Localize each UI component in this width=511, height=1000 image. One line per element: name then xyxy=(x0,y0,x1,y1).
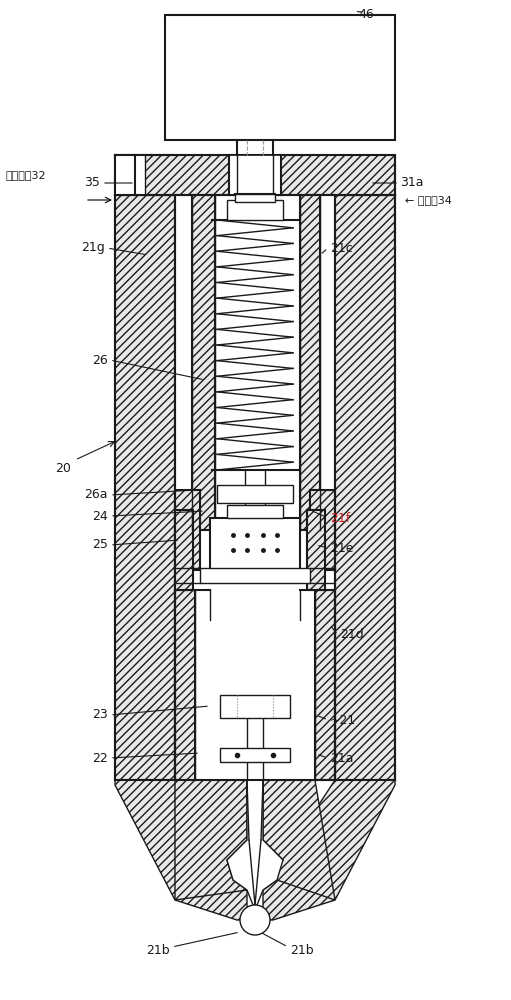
Text: 21f: 21f xyxy=(330,512,350,524)
Bar xyxy=(229,155,281,195)
Text: ~21: ~21 xyxy=(330,714,356,726)
Bar xyxy=(175,590,195,780)
Bar xyxy=(307,510,325,590)
Text: 向燃料罐32: 向燃料罐32 xyxy=(5,170,45,180)
Bar xyxy=(310,490,335,570)
Text: 21g: 21g xyxy=(81,241,105,254)
Text: 31a: 31a xyxy=(400,176,424,190)
Text: 25: 25 xyxy=(92,538,108,552)
Text: 26a: 26a xyxy=(84,488,108,502)
Bar xyxy=(220,695,290,718)
Bar xyxy=(165,15,395,140)
Bar xyxy=(315,590,335,780)
Bar xyxy=(200,568,310,583)
Text: 21e: 21e xyxy=(330,542,354,554)
Polygon shape xyxy=(263,780,335,900)
Polygon shape xyxy=(175,780,247,900)
Bar xyxy=(227,200,283,220)
Text: 21b: 21b xyxy=(146,944,170,956)
Bar xyxy=(300,195,320,530)
Bar xyxy=(115,195,175,780)
Text: 23: 23 xyxy=(92,708,108,722)
Text: 21b: 21b xyxy=(290,944,314,956)
Polygon shape xyxy=(227,780,283,910)
Text: 21d: 21d xyxy=(340,629,364,642)
Bar xyxy=(115,155,395,195)
Bar xyxy=(175,510,193,590)
Text: 21c: 21c xyxy=(330,241,353,254)
Polygon shape xyxy=(115,780,247,920)
Bar xyxy=(227,505,283,518)
Bar xyxy=(192,195,215,530)
Circle shape xyxy=(240,905,270,935)
Text: 26: 26 xyxy=(92,354,108,366)
Polygon shape xyxy=(263,780,395,920)
Text: 35: 35 xyxy=(84,176,100,190)
Text: 22: 22 xyxy=(92,752,108,764)
Bar xyxy=(210,518,300,583)
Bar xyxy=(235,194,275,202)
Text: 24: 24 xyxy=(92,510,108,522)
Text: 20: 20 xyxy=(55,462,71,475)
Text: ← 从共轨34: ← 从共轨34 xyxy=(405,195,452,205)
Text: 21a: 21a xyxy=(330,752,354,764)
Bar xyxy=(175,490,200,570)
Bar xyxy=(220,748,290,762)
Bar xyxy=(335,195,395,780)
Bar xyxy=(217,485,293,503)
Bar xyxy=(115,155,145,195)
Text: 46: 46 xyxy=(358,8,374,21)
